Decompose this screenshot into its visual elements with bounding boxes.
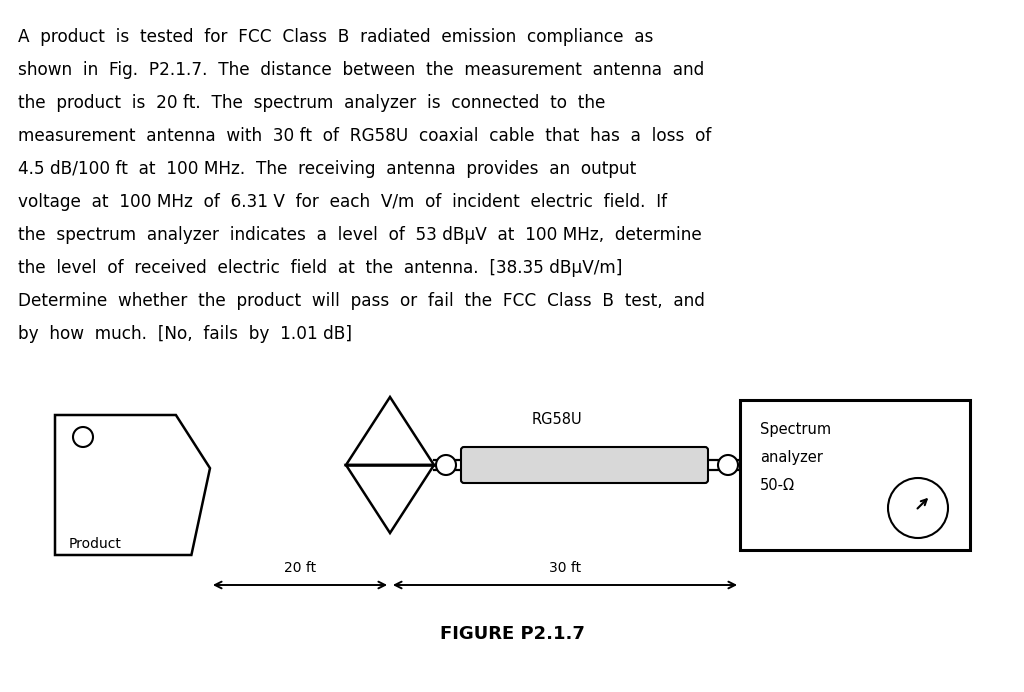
Polygon shape <box>55 415 210 555</box>
Text: Determine  whether  the  product  will  pass  or  fail  the  FCC  Class  B  test: Determine whether the product will pass … <box>18 292 705 310</box>
Circle shape <box>73 427 93 447</box>
Text: the  level  of  received  electric  field  at  the  antenna.  [38.35 dBμV/m]: the level of received electric field at … <box>18 259 623 277</box>
Polygon shape <box>346 465 434 533</box>
Text: FIGURE P2.1.7: FIGURE P2.1.7 <box>439 625 585 643</box>
Circle shape <box>888 478 948 538</box>
Polygon shape <box>346 397 434 465</box>
Circle shape <box>718 455 738 475</box>
Text: 4.5 dB/100 ft  at  100 MHz.  The  receiving  antenna  provides  an  output: 4.5 dB/100 ft at 100 MHz. The receiving … <box>18 160 636 178</box>
Text: measurement  antenna  with  30 ft  of  RG58U  coaxial  cable  that  has  a  loss: measurement antenna with 30 ft of RG58U … <box>18 127 712 145</box>
Text: Product: Product <box>69 537 122 551</box>
Text: shown  in  Fig.  P2.1.7.  The  distance  between  the  measurement  antenna  and: shown in Fig. P2.1.7. The distance betwe… <box>18 61 705 79</box>
Text: 50-Ω: 50-Ω <box>760 478 795 493</box>
Text: 30 ft: 30 ft <box>549 561 581 575</box>
Text: by  how  much.  [No,  fails  by  1.01 dB]: by how much. [No, fails by 1.01 dB] <box>18 325 352 343</box>
Circle shape <box>436 455 456 475</box>
Text: 20 ft: 20 ft <box>284 561 316 575</box>
FancyBboxPatch shape <box>461 447 708 483</box>
Text: A  product  is  tested  for  FCC  Class  B  radiated  emission  compliance  as: A product is tested for FCC Class B radi… <box>18 28 653 46</box>
Bar <box>740 400 970 550</box>
Text: the  spectrum  analyzer  indicates  a  level  of  53 dBμV  at  100 MHz,  determi: the spectrum analyzer indicates a level … <box>18 226 701 244</box>
Text: Spectrum: Spectrum <box>760 422 831 437</box>
Text: voltage  at  100 MHz  of  6.31 V  for  each  V/m  of  incident  electric  field.: voltage at 100 MHz of 6.31 V for each V/… <box>18 193 667 211</box>
Text: RG58U: RG58U <box>531 412 583 427</box>
Text: the  product  is  20 ft.  The  spectrum  analyzer  is  connected  to  the: the product is 20 ft. The spectrum analy… <box>18 94 605 112</box>
Text: analyzer: analyzer <box>760 450 823 465</box>
